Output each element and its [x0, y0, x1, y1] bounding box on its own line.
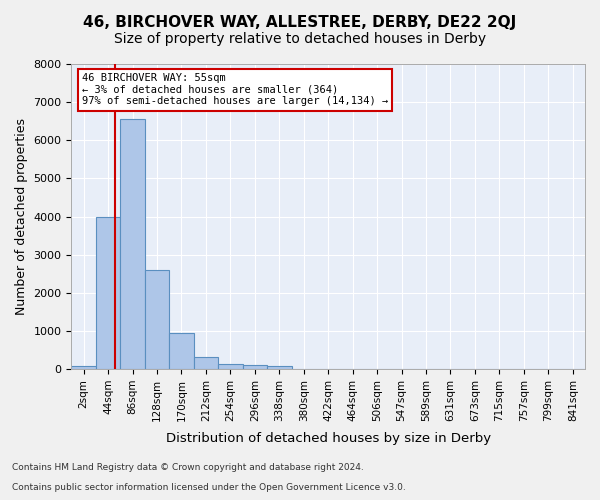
X-axis label: Distribution of detached houses by size in Derby: Distribution of detached houses by size …: [166, 432, 491, 445]
Text: 46 BIRCHOVER WAY: 55sqm
← 3% of detached houses are smaller (364)
97% of semi-de: 46 BIRCHOVER WAY: 55sqm ← 3% of detached…: [82, 73, 388, 106]
Bar: [267, 366, 292, 369]
Y-axis label: Number of detached properties: Number of detached properties: [15, 118, 28, 315]
Bar: [169, 333, 194, 369]
Bar: [96, 216, 121, 369]
Bar: [71, 366, 96, 369]
Text: Contains HM Land Registry data © Crown copyright and database right 2024.: Contains HM Land Registry data © Crown c…: [12, 464, 364, 472]
Text: Contains public sector information licensed under the Open Government Licence v3: Contains public sector information licen…: [12, 484, 406, 492]
Bar: [218, 364, 242, 369]
Bar: [121, 120, 145, 369]
Text: Size of property relative to detached houses in Derby: Size of property relative to detached ho…: [114, 32, 486, 46]
Bar: [242, 365, 267, 369]
Bar: [194, 357, 218, 369]
Bar: [145, 270, 169, 369]
Text: 46, BIRCHOVER WAY, ALLESTREE, DERBY, DE22 2QJ: 46, BIRCHOVER WAY, ALLESTREE, DERBY, DE2…: [83, 15, 517, 30]
